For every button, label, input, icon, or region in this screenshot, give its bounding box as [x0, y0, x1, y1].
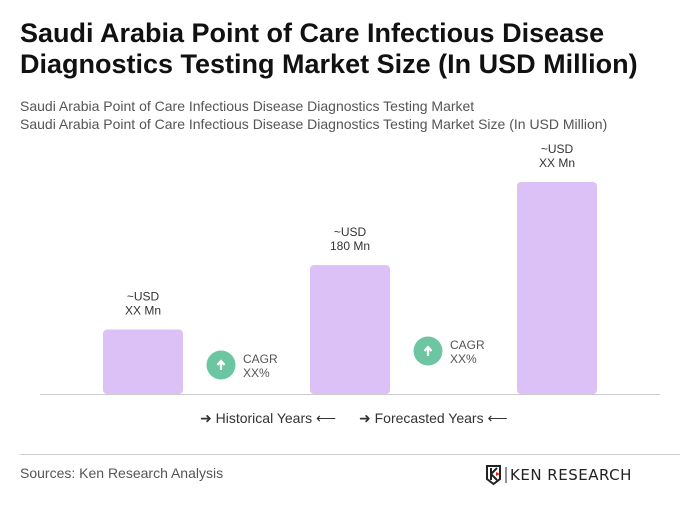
- cagr-value: XX%: [450, 352, 477, 366]
- data-label: ~USD: [127, 290, 160, 304]
- chart-title: Saudi Arabia Point of Care Infectious Di…: [20, 18, 638, 79]
- data-label: XX Mn: [125, 304, 161, 318]
- ken-research-logo: KEN RESEARCH: [486, 464, 656, 491]
- svg-text:KEN RESEARCH: KEN RESEARCH: [510, 466, 632, 484]
- chart-subtitle: Saudi Arabia Point of Care Infectious Di…: [20, 98, 475, 114]
- legend-forecasted-label: Forecasted Years: [374, 410, 484, 426]
- data-label: ~USD: [334, 225, 367, 239]
- sources: Sources: Ken Research Analysis: [20, 465, 224, 481]
- bar: [517, 182, 597, 394]
- legend-historical: ➜ Historical Years ⟵: [200, 410, 337, 426]
- arrow-up-icon: [423, 345, 433, 356]
- legend-forecasted: ➜ Forecasted Years ⟵: [359, 410, 508, 426]
- legend-historical-label: Historical Years: [215, 410, 313, 426]
- chart-subtitle-2: Saudi Arabia Point of Care Infectious Di…: [20, 116, 608, 132]
- divider: [20, 454, 680, 455]
- data-label: ~USD: [541, 142, 574, 156]
- cagr-label: CAGR: [243, 352, 278, 366]
- bar: [103, 329, 183, 394]
- bar: [310, 265, 390, 394]
- cagr-value: XX%: [243, 366, 270, 380]
- data-label: XX Mn: [539, 156, 575, 170]
- arrow-up-icon: [216, 359, 226, 370]
- data-label: 180 Mn: [330, 239, 370, 253]
- cagr-label: CAGR: [450, 338, 485, 352]
